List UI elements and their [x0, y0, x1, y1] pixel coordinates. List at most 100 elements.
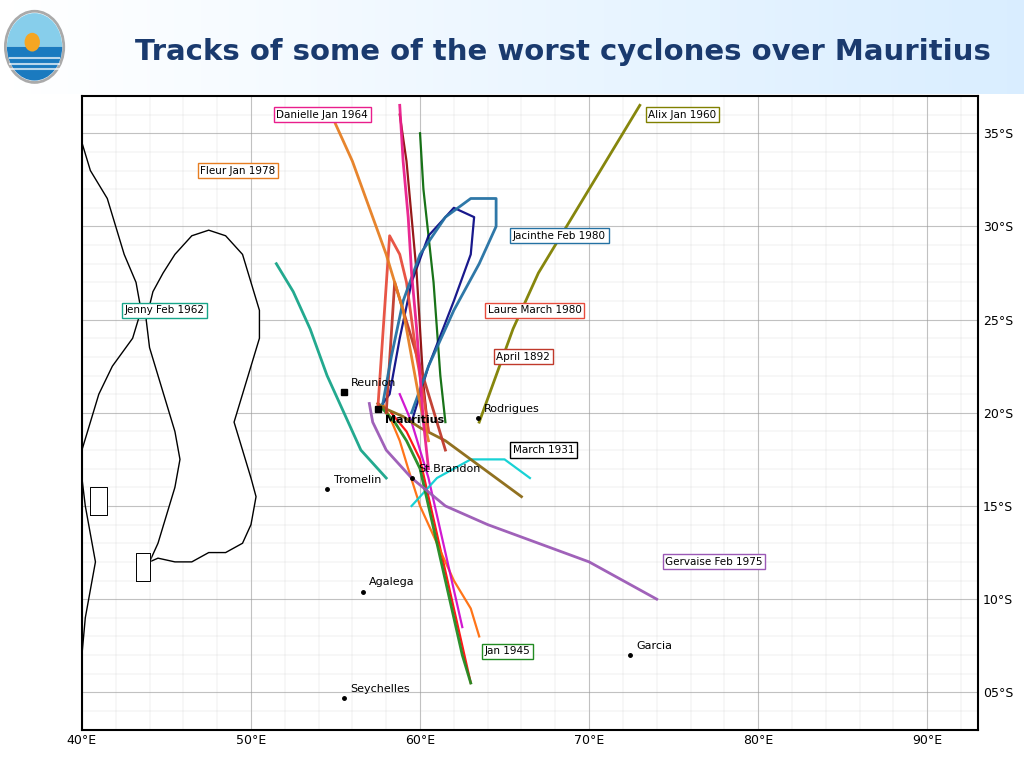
- Bar: [154, 0, 157, 94]
- Bar: [297, 0, 300, 94]
- Bar: [587, 0, 591, 94]
- Bar: [430, 0, 433, 94]
- Bar: [648, 0, 652, 94]
- Bar: [48, 0, 51, 94]
- Bar: [806, 0, 809, 94]
- Bar: [335, 0, 338, 94]
- Bar: [652, 0, 655, 94]
- Bar: [884, 0, 888, 94]
- Bar: [437, 0, 440, 94]
- Bar: [502, 0, 505, 94]
- Bar: [256, 0, 259, 94]
- Bar: [594, 0, 597, 94]
- Bar: [345, 0, 348, 94]
- Bar: [325, 0, 328, 94]
- Bar: [116, 0, 120, 94]
- Bar: [720, 0, 724, 94]
- Bar: [123, 0, 126, 94]
- Bar: [17, 0, 20, 94]
- Bar: [679, 0, 683, 94]
- Bar: [894, 0, 898, 94]
- Bar: [942, 0, 945, 94]
- Bar: [300, 0, 304, 94]
- Bar: [607, 0, 611, 94]
- Text: Tromelin: Tromelin: [334, 475, 381, 485]
- Bar: [488, 0, 492, 94]
- Bar: [177, 0, 181, 94]
- Bar: [604, 0, 607, 94]
- Text: March 1931: March 1931: [513, 445, 574, 455]
- Bar: [717, 0, 720, 94]
- Bar: [20, 0, 24, 94]
- Bar: [867, 0, 870, 94]
- Bar: [212, 0, 215, 94]
- Bar: [816, 0, 819, 94]
- Bar: [778, 0, 781, 94]
- Bar: [625, 0, 628, 94]
- Bar: [372, 0, 376, 94]
- Polygon shape: [90, 488, 108, 515]
- Bar: [622, 0, 625, 94]
- Bar: [28, 0, 31, 94]
- Bar: [481, 0, 484, 94]
- Bar: [31, 0, 34, 94]
- Bar: [768, 0, 771, 94]
- Bar: [468, 0, 471, 94]
- Bar: [584, 0, 587, 94]
- Bar: [699, 0, 703, 94]
- Bar: [970, 0, 973, 94]
- Bar: [904, 0, 908, 94]
- Bar: [792, 0, 796, 94]
- Bar: [822, 0, 826, 94]
- Bar: [376, 0, 379, 94]
- Bar: [529, 0, 532, 94]
- Bar: [911, 0, 914, 94]
- Bar: [1017, 0, 1021, 94]
- Bar: [922, 0, 925, 94]
- Bar: [266, 0, 269, 94]
- Bar: [829, 0, 833, 94]
- Bar: [328, 0, 331, 94]
- Bar: [355, 0, 358, 94]
- Bar: [120, 0, 123, 94]
- Bar: [191, 0, 195, 94]
- Bar: [973, 0, 976, 94]
- Bar: [990, 0, 993, 94]
- Bar: [676, 0, 679, 94]
- Bar: [1000, 0, 1004, 94]
- Bar: [259, 0, 263, 94]
- Bar: [140, 0, 143, 94]
- Bar: [105, 0, 110, 94]
- Bar: [133, 0, 136, 94]
- Bar: [996, 0, 1000, 94]
- Bar: [785, 0, 788, 94]
- Bar: [290, 0, 294, 94]
- Bar: [202, 0, 205, 94]
- Bar: [284, 0, 287, 94]
- Bar: [222, 0, 225, 94]
- Bar: [304, 0, 307, 94]
- Bar: [669, 0, 673, 94]
- Bar: [239, 0, 243, 94]
- Bar: [164, 0, 167, 94]
- Bar: [58, 0, 61, 94]
- Bar: [536, 0, 540, 94]
- Bar: [321, 0, 325, 94]
- Bar: [857, 0, 860, 94]
- Bar: [451, 0, 454, 94]
- Bar: [843, 0, 847, 94]
- Bar: [799, 0, 802, 94]
- Bar: [0, 0, 3, 94]
- Bar: [228, 0, 232, 94]
- Bar: [796, 0, 799, 94]
- Bar: [959, 0, 963, 94]
- Bar: [655, 0, 658, 94]
- Bar: [870, 0, 873, 94]
- Text: Gervaise Feb 1975: Gervaise Feb 1975: [666, 557, 763, 567]
- Polygon shape: [136, 552, 150, 581]
- Bar: [413, 0, 417, 94]
- Bar: [225, 0, 228, 94]
- Bar: [724, 0, 727, 94]
- Bar: [727, 0, 730, 94]
- Bar: [553, 0, 556, 94]
